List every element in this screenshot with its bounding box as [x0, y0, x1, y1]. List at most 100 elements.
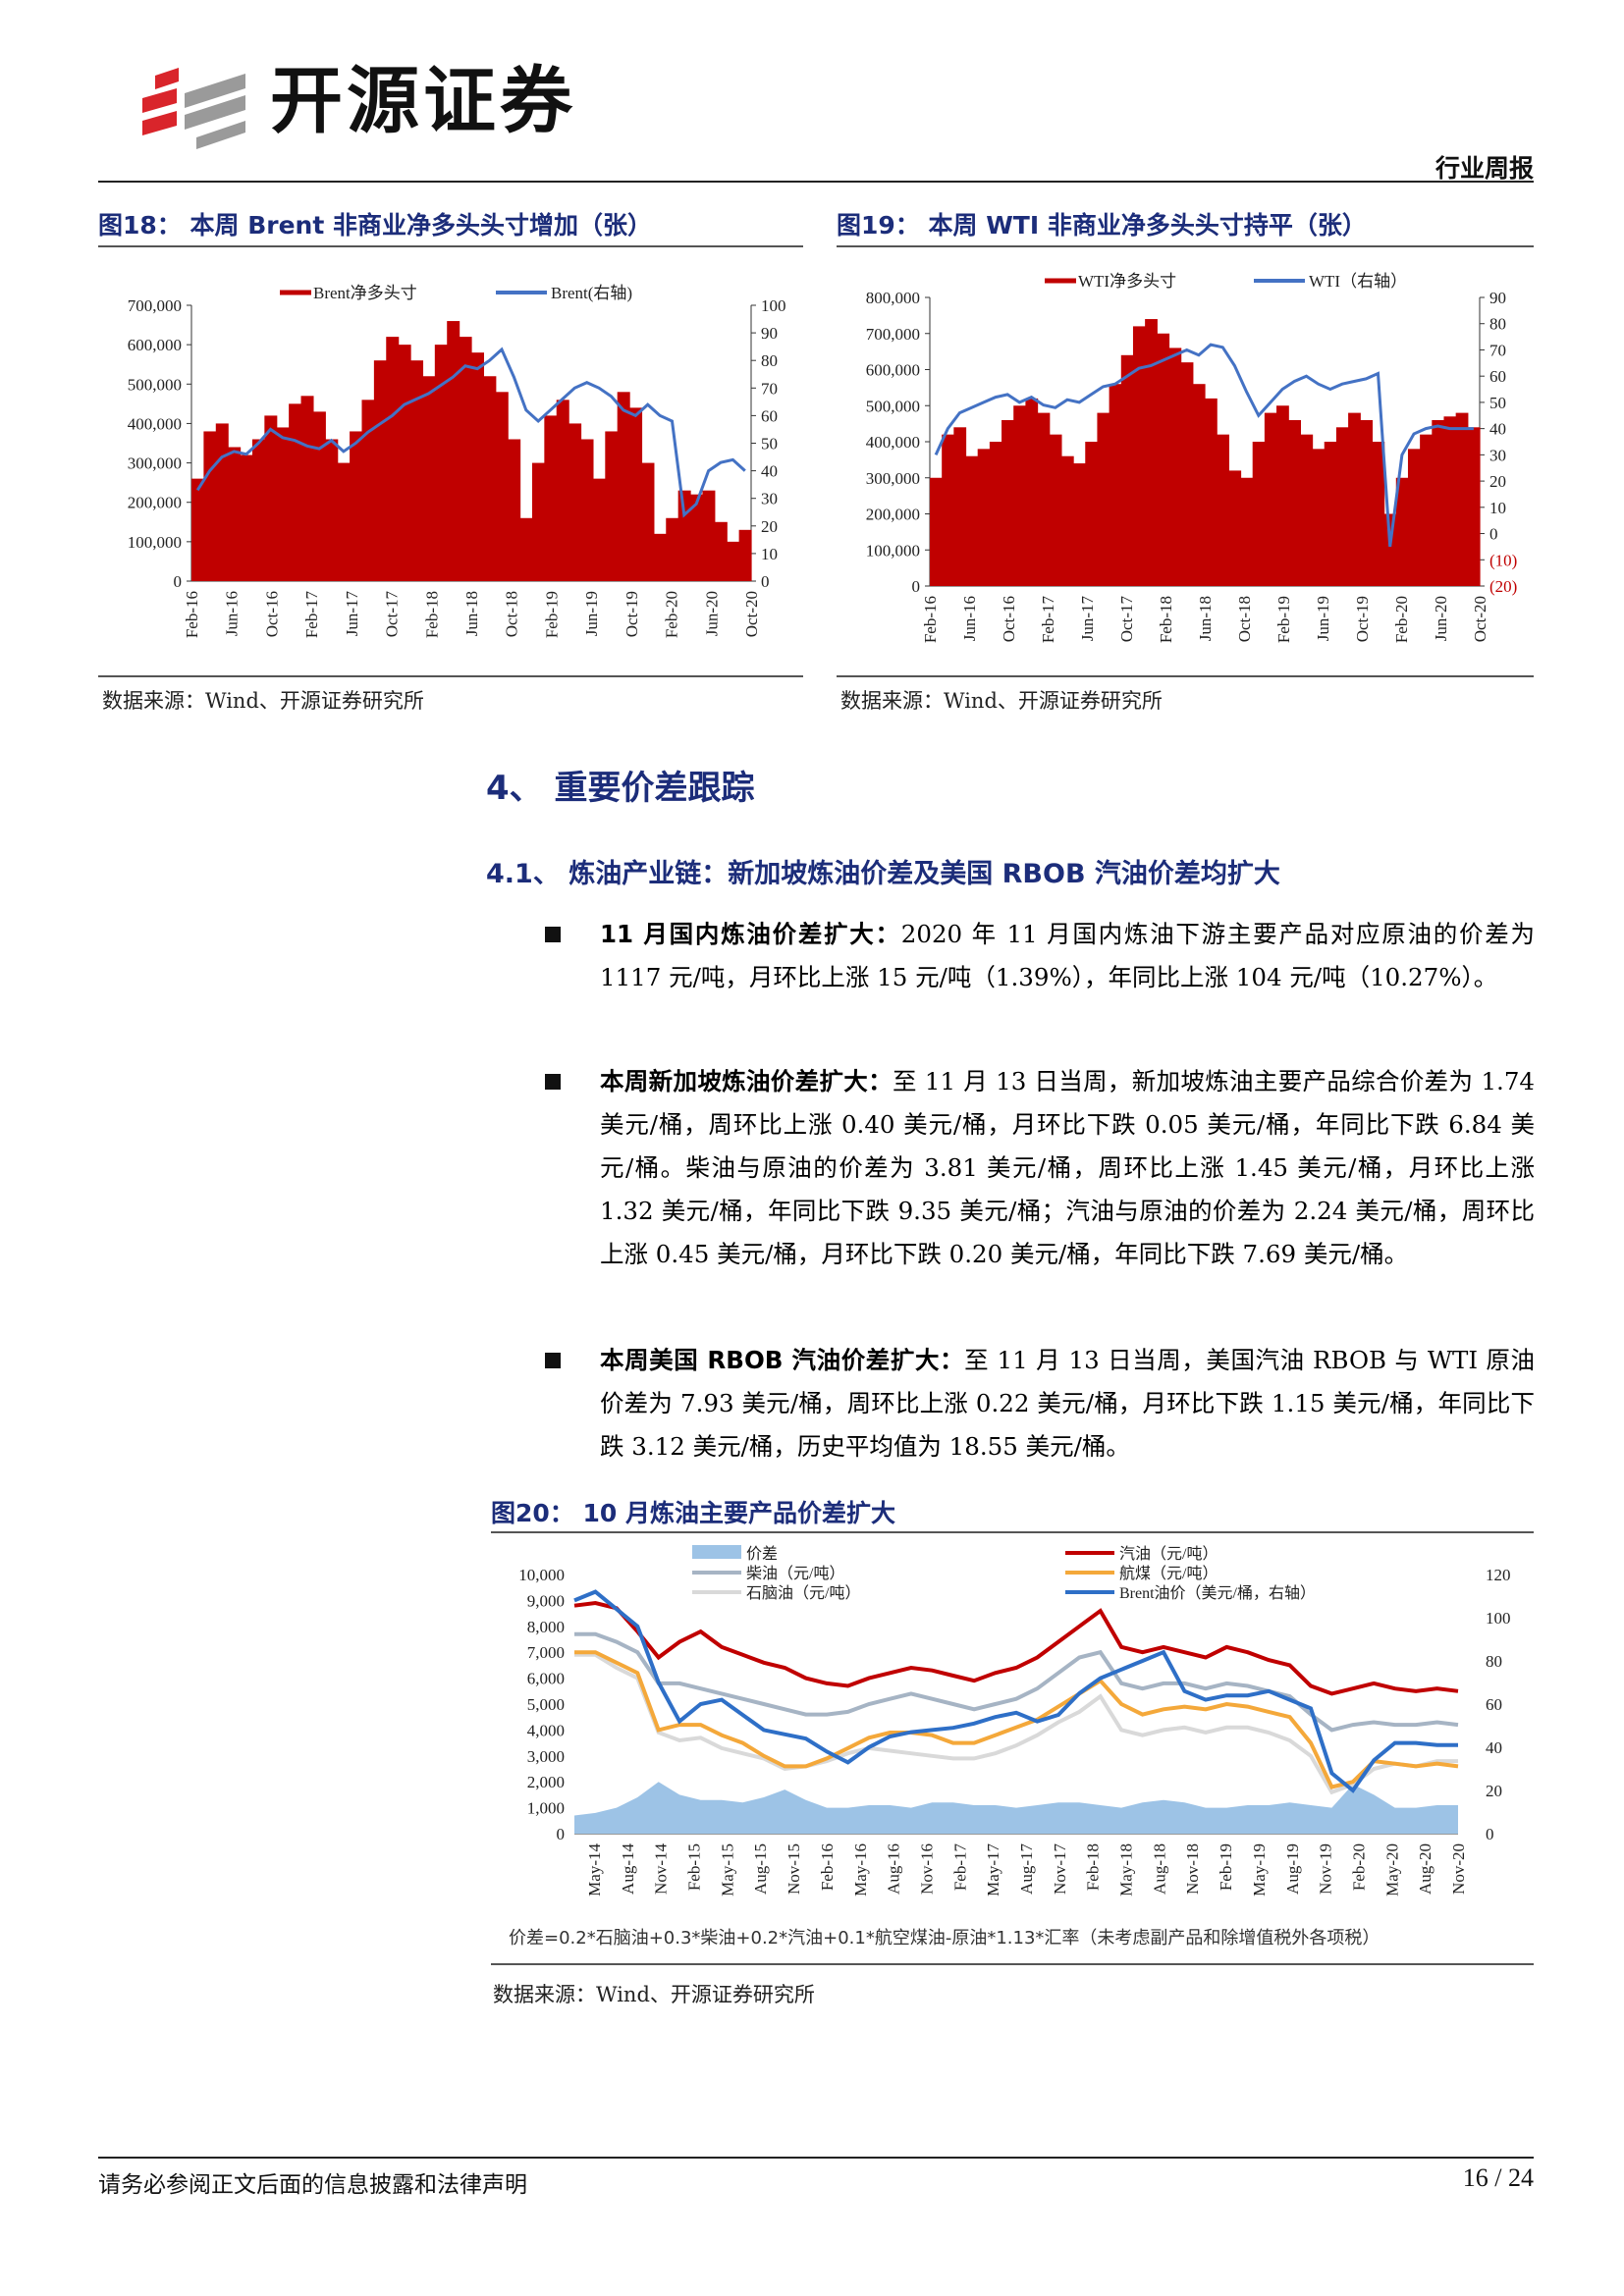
net-long-bar — [447, 321, 460, 581]
left-tick-label: 1,000 — [527, 1799, 565, 1818]
left-tick-label: 2,000 — [527, 1773, 565, 1791]
right-tick-label: 50 — [1489, 394, 1506, 412]
net-long-bar — [690, 494, 704, 581]
x-tick-label: Oct-17 — [383, 591, 402, 638]
right-tick-label: 20 — [1489, 472, 1506, 491]
net-long-bar — [410, 360, 424, 581]
bullet-lead: 11 月国内炼油价差扩大： — [600, 920, 901, 948]
x-tick-label: Oct-19 — [1353, 596, 1372, 642]
net-long-bar — [531, 462, 545, 581]
fig19-title-rule — [837, 245, 1534, 247]
x-tick-label: Jun-19 — [582, 591, 601, 636]
right-tick-label: 30 — [761, 490, 778, 508]
right-tick-label: 40 — [761, 462, 778, 481]
net-long-bar — [1443, 416, 1457, 586]
right-tick-label: 20 — [1486, 1782, 1502, 1800]
net-long-bar — [942, 434, 954, 586]
x-tick-label: Nov-16 — [917, 1843, 936, 1895]
right-tick-label: 20 — [761, 517, 778, 536]
net-long-bar — [1420, 434, 1433, 586]
net-long-bar — [300, 396, 314, 581]
legend-label: 汽油（元/吨） — [1119, 1545, 1218, 1563]
footer-divider — [98, 2157, 1534, 2159]
right-tick-label: 70 — [761, 379, 778, 398]
left-tick-label: 600,000 — [128, 336, 182, 354]
net-long-bar — [1300, 434, 1314, 586]
left-tick-label: 7,000 — [527, 1643, 565, 1662]
right-tick-label: 100 — [761, 296, 786, 315]
x-tick-label: Feb-17 — [1039, 596, 1057, 644]
left-tick-label: 0 — [912, 577, 921, 596]
x-tick-label: Nov-18 — [1183, 1843, 1202, 1895]
x-tick-label: Feb-20 — [1349, 1843, 1368, 1891]
right-tick-label: (20) — [1489, 577, 1517, 596]
gasoline-line — [573, 1600, 1459, 1696]
bullet-square-icon — [545, 1353, 561, 1368]
x-tick-label: Feb-16 — [921, 596, 940, 643]
fig19-source: 数据来源：Wind、开源证券研究所 — [840, 689, 1163, 713]
net-long-bar — [471, 352, 484, 581]
x-tick-label: Oct-18 — [503, 591, 521, 637]
net-long-bar — [1395, 477, 1409, 586]
net-long-bar — [459, 337, 472, 581]
net-long-bar — [1324, 442, 1337, 586]
net-long-bar — [1372, 442, 1385, 586]
legend-label: Brent油价（美元/桶，右轴） — [1119, 1584, 1316, 1602]
left-tick-label: 300,000 — [866, 469, 920, 488]
left-tick-label: 0 — [557, 1825, 566, 1843]
net-long-bar — [325, 439, 339, 581]
net-long-bar — [714, 521, 728, 581]
x-tick-label: Aug-20 — [1416, 1843, 1435, 1895]
x-tick-label: Feb-18 — [1084, 1843, 1103, 1891]
x-tick-label: Nov-17 — [1051, 1843, 1069, 1895]
bullet-rbob-spread: 本周美国 RBOB 汽油价差扩大：至 11 月 13 日当周，美国汽油 RBOB… — [545, 1339, 1535, 1468]
right-tick-label: 60 — [1489, 367, 1506, 386]
x-tick-label: Oct-16 — [262, 591, 281, 637]
bullet-lead: 本周美国 RBOB 汽油价差扩大： — [600, 1346, 965, 1374]
net-long-bar — [1228, 470, 1242, 586]
x-tick-label: Oct-20 — [1471, 596, 1489, 642]
fig18-title: 图18： 本周 Brent 非商业净多头头寸增加（张） — [98, 211, 652, 240]
net-long-bar — [312, 411, 326, 581]
net-long-bar — [568, 423, 582, 581]
net-long-bar — [1360, 419, 1374, 586]
x-tick-label: Jun-17 — [1078, 596, 1097, 642]
left-tick-label: 200,000 — [128, 494, 182, 512]
x-tick-label: Jun-19 — [1314, 596, 1332, 641]
x-tick-label: Jun-18 — [462, 591, 481, 636]
right-tick-label: 60 — [761, 406, 778, 425]
net-long-bar — [580, 439, 594, 581]
net-long-bar — [386, 337, 400, 581]
net-long-bar — [617, 392, 630, 581]
left-tick-label: 6,000 — [527, 1670, 565, 1688]
x-tick-label: Jun-20 — [702, 591, 721, 636]
fig18-source: 数据来源：Wind、开源证券研究所 — [102, 689, 424, 713]
net-long-bar — [1060, 455, 1074, 586]
net-long-bar — [1467, 427, 1481, 586]
net-long-bar — [544, 415, 558, 581]
fig18-bottom-rule — [98, 675, 803, 677]
x-tick-label: Oct-16 — [1000, 596, 1018, 642]
net-long-bar — [1383, 513, 1397, 586]
net-long-bar — [1145, 319, 1158, 586]
right-tick-label: 100 — [1486, 1609, 1511, 1628]
x-tick-label: Nov-20 — [1449, 1843, 1468, 1895]
fig19-title: 图19： 本周 WTI 非商业净多头头寸持平（张） — [837, 211, 1367, 240]
x-tick-label: Nov-14 — [652, 1843, 671, 1895]
bullet-body: 至 11 月 13 日当周，新加坡炼油主要产品综合价差为 1.74 美元/桶，周… — [600, 1067, 1536, 1268]
net-long-bar — [1192, 384, 1206, 586]
net-long-bar — [1252, 442, 1266, 586]
net-long-bar — [350, 431, 363, 581]
x-tick-label: Jun-16 — [960, 596, 979, 641]
x-tick-label: Aug-15 — [751, 1843, 770, 1895]
net-long-bar — [1407, 449, 1421, 586]
x-tick-label: Aug-18 — [1150, 1843, 1168, 1895]
net-long-bar — [1001, 419, 1014, 586]
x-tick-label: Nov-15 — [785, 1843, 803, 1895]
left-tick-label: 600,000 — [866, 361, 920, 380]
fig20-title: 图20： 10 月炼油主要产品价差扩大 — [491, 1499, 895, 1527]
x-tick-label: Feb-17 — [302, 591, 321, 639]
x-tick-label: Feb-16 — [818, 1843, 837, 1891]
x-tick-label: Feb-20 — [663, 591, 681, 638]
left-tick-label: 4,000 — [527, 1721, 565, 1739]
